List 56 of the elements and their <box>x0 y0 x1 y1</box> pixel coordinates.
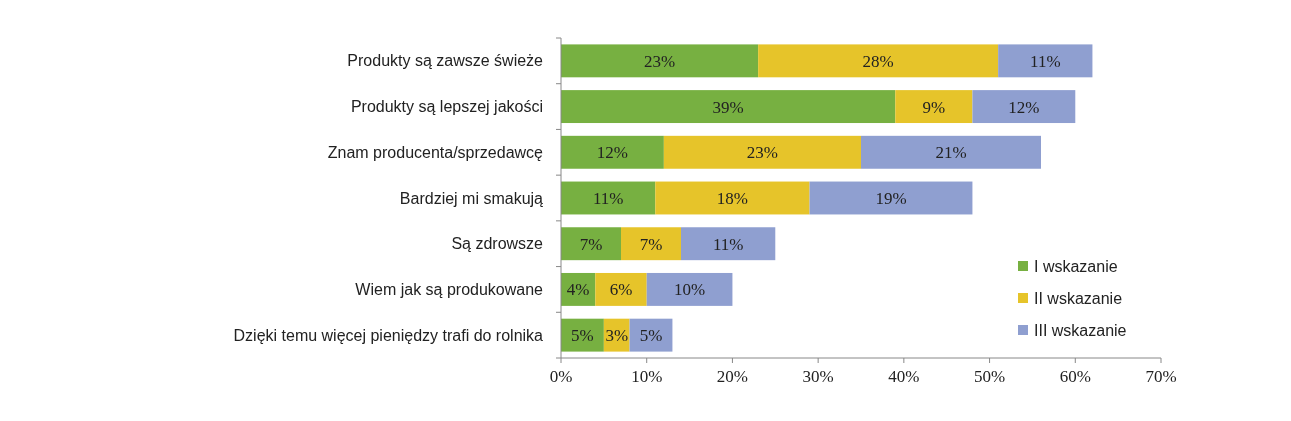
bar <box>561 227 621 261</box>
bar <box>655 181 810 215</box>
legend-label: III wskazanie <box>1034 321 1127 339</box>
legend-label: II wskazanie <box>1034 289 1123 307</box>
x-tick-label: 70% <box>1145 367 1177 386</box>
data-label: 39% <box>712 97 744 117</box>
data-label: 7% <box>579 234 603 254</box>
data-label: 18% <box>716 188 749 208</box>
data-label: 12% <box>596 143 629 163</box>
bar <box>758 44 999 78</box>
data-label: 4% <box>566 280 590 300</box>
x-tick-label: 30% <box>802 367 834 386</box>
y-tick-label: Produkty są zawsze świeże <box>347 52 544 70</box>
data-label: 10% <box>673 280 706 300</box>
data-label: 5% <box>639 326 663 346</box>
bar <box>561 90 896 124</box>
x-tick-label: 50% <box>973 367 1006 386</box>
data-label: 7% <box>639 234 663 254</box>
data-label: 6% <box>609 280 633 300</box>
y-tick-label: Produkty są lepszej jakości <box>350 98 543 116</box>
x-tick-label: 0% <box>549 367 573 386</box>
bar <box>561 44 759 78</box>
x-tick-label: 20% <box>716 367 749 386</box>
bar <box>895 90 973 124</box>
x-tick-label: 60% <box>1059 367 1091 386</box>
x-tick-label: 10% <box>631 367 663 386</box>
x-tick-label: 40% <box>888 367 920 386</box>
data-label: 21% <box>935 143 967 163</box>
bar <box>561 181 656 215</box>
y-tick-label: Znam producenta/sprzedawcę <box>327 143 544 161</box>
y-tick-label: Bardziej mi smakują <box>399 189 544 207</box>
data-label: 28% <box>862 51 894 71</box>
data-label: 9% <box>922 97 946 117</box>
bar <box>663 135 861 169</box>
y-tick-label: Dzięki temu więcej pieniędzy trafi do rolnika <box>233 326 544 344</box>
bar <box>972 90 1076 124</box>
bar <box>998 44 1093 78</box>
data-label: 3% <box>605 326 629 346</box>
y-tick-label: Wiem jak są produkowane <box>355 281 544 299</box>
data-label: 23% <box>746 143 779 163</box>
data-label: 5% <box>571 326 594 346</box>
data-label: 11% <box>592 188 624 208</box>
bar <box>861 135 1041 169</box>
data-label: 11% <box>1030 51 1061 71</box>
y-tick-label: Są zdrowsze <box>451 235 544 253</box>
bar <box>809 181 973 215</box>
data-label: 11% <box>712 234 744 254</box>
data-label: 23% <box>643 51 676 71</box>
data-label: 12% <box>1008 97 1040 117</box>
legend-label: I wskazanie <box>1034 257 1118 275</box>
bar <box>595 272 647 306</box>
bar <box>621 227 681 261</box>
bar <box>681 227 776 261</box>
bar <box>646 272 733 306</box>
bar <box>561 135 664 169</box>
data-label: 19% <box>875 188 907 208</box>
